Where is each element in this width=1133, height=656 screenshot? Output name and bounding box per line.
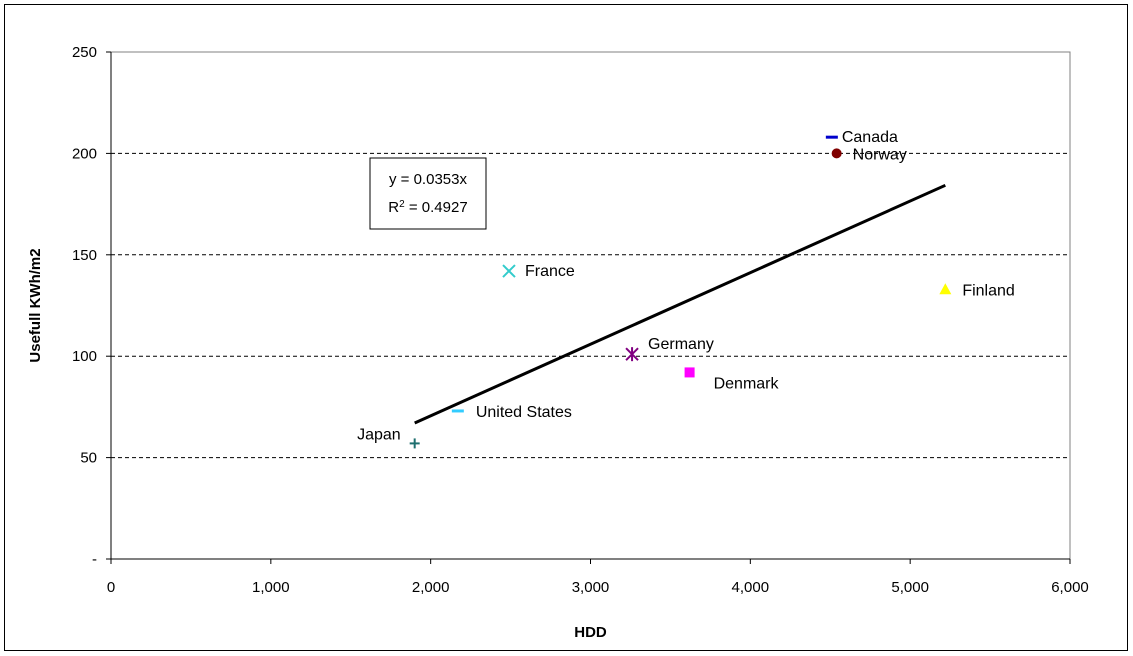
- y-tick-label: 150: [72, 247, 97, 264]
- x-axis-title: HDD: [574, 624, 607, 641]
- y-tick-label: 250: [72, 44, 97, 61]
- data-point-japan: Japan: [357, 426, 420, 449]
- data-point-norway: Norway: [831, 146, 907, 163]
- trendline-r-squared: R2 = 0.4927: [388, 199, 467, 217]
- y-axis-title: Usefull KWh/m2: [27, 248, 44, 362]
- trendline: [414, 183, 946, 425]
- circle-marker: [831, 148, 842, 159]
- point-label: Japan: [357, 426, 401, 443]
- square-marker: [684, 367, 695, 378]
- point-label: Finland: [962, 282, 1014, 299]
- data-point-finland: Finland: [939, 282, 1015, 299]
- data-point-france: France: [502, 263, 575, 280]
- x-tick-label: 3,000: [572, 579, 610, 596]
- point-label: Canada: [842, 129, 898, 146]
- x-tick-label: 1,000: [252, 579, 290, 596]
- triangle-marker: [939, 283, 952, 295]
- data-point-germany: Germany: [625, 336, 714, 362]
- trendline-equation-box: [369, 157, 487, 230]
- data-point-united-states: United States: [451, 404, 572, 421]
- trendline-equation: y = 0.0353x: [389, 171, 467, 188]
- y-tick-label: 100: [72, 348, 97, 365]
- x-tick-label: 6,000: [1051, 579, 1089, 596]
- x-tick-label: 2,000: [412, 579, 450, 596]
- x-tick-label: 5,000: [891, 579, 929, 596]
- y-tick-label: 50: [80, 450, 97, 467]
- data-point-canada: Canada: [825, 129, 898, 146]
- y-tick-label: 200: [72, 145, 97, 162]
- x-tick-label: 0: [107, 579, 115, 596]
- point-label: United States: [476, 404, 572, 421]
- plot-area: [110, 51, 1071, 560]
- data-point-denmark: Denmark: [684, 367, 780, 392]
- point-label: Norway: [853, 146, 907, 163]
- x-tick-label: 4,000: [732, 579, 770, 596]
- x-marker: [502, 264, 516, 278]
- point-label: Germany: [648, 336, 714, 353]
- point-label: Denmark: [714, 375, 780, 392]
- y-tick-label: -: [92, 551, 97, 568]
- point-label: France: [525, 263, 575, 280]
